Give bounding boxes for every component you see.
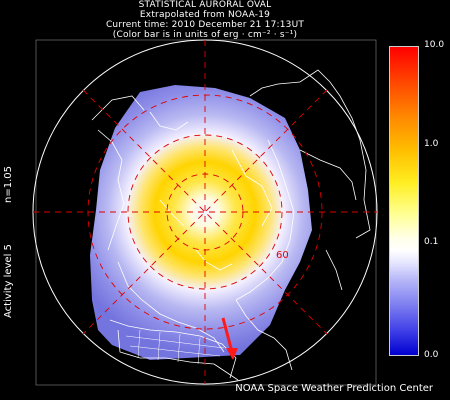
current-time: Current time: 2010 December 21 17:13UT [105,20,305,30]
coastlines [91,69,371,381]
credit-footer: NOAA Space Weather Prediction Center [235,383,433,394]
units-note: (Color bar is in units of erg · cm⁻² · s… [112,30,298,40]
boundaries [125,329,225,365]
title: STATISTICAL AURORAL OVAL [138,0,272,10]
subtitle-source: Extrapolated from NOAA-19 [139,10,271,20]
colorbar-tick-0: 0.0 [424,350,439,360]
header: STATISTICAL AURORAL OVAL Extrapolated fr… [0,0,410,40]
colorbar-tick-0-1: 0.1 [424,237,439,247]
latitude-60-label: 60 [276,250,289,261]
arrow-icon [221,317,238,360]
auroral-oval [90,85,312,360]
colorbar-tick-10: 10.0 [424,40,445,50]
color-bar [389,46,419,356]
longitude-grid [33,40,377,384]
colorbar-tick-1: 1.0 [424,139,439,149]
